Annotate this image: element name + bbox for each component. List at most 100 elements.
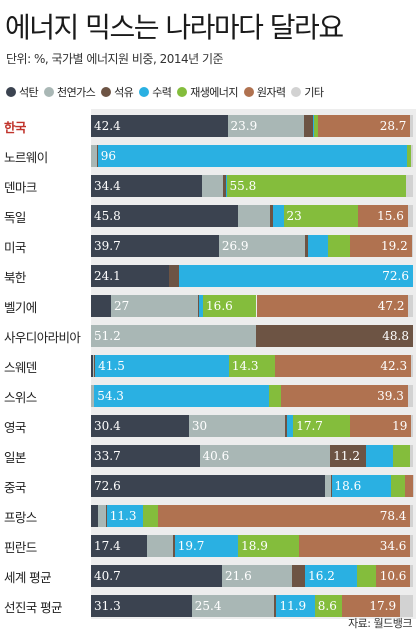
data-label: 23.9 bbox=[230, 119, 258, 133]
legend-item: 수력 bbox=[139, 84, 172, 100]
bar-segment bbox=[91, 115, 228, 137]
category-label: 핀란드 bbox=[4, 540, 37, 555]
bar-segment bbox=[91, 535, 148, 557]
bar-segment bbox=[174, 535, 239, 557]
bar-segment bbox=[281, 385, 408, 407]
bar-segment bbox=[91, 265, 169, 287]
stacked-bar: 33.7 40.6 11.2 bbox=[91, 445, 413, 467]
bar-segment bbox=[94, 385, 270, 407]
bar-segment bbox=[308, 235, 328, 257]
data-label: 34.6 bbox=[379, 539, 407, 553]
bar-segment bbox=[274, 355, 412, 377]
legend-label: 기타 bbox=[304, 86, 324, 99]
chart-row: 중국 72.6 18.6 bbox=[0, 469, 420, 499]
stacked-bar: 34.4 55.8 bbox=[91, 175, 413, 197]
legend-item: 천연가스 bbox=[44, 84, 96, 100]
bar-segment bbox=[110, 295, 198, 317]
bar-segment bbox=[222, 565, 292, 587]
data-label: 45.8 bbox=[94, 209, 121, 223]
bar-segment bbox=[106, 505, 144, 527]
category-label: 중국 bbox=[4, 480, 26, 495]
bar-segment bbox=[173, 535, 175, 557]
data-label: 34.4 bbox=[94, 179, 121, 193]
chart-row: 일본 33.7 40.6 11.2 bbox=[0, 439, 420, 469]
bar-segment bbox=[238, 205, 270, 227]
data-label: 54.3 bbox=[97, 389, 124, 403]
legend-swatch bbox=[177, 87, 188, 97]
data-label: 30 bbox=[191, 419, 208, 433]
chart-row: 독일 45.8 23 15.6 bbox=[0, 199, 420, 229]
bar-segment bbox=[357, 565, 377, 587]
legend-swatch bbox=[6, 87, 16, 97]
legend-label: 원자력 bbox=[256, 86, 286, 99]
bar-segment bbox=[405, 475, 413, 497]
bar-segment bbox=[188, 415, 286, 437]
bar-segment bbox=[201, 175, 224, 197]
data-label: 19 bbox=[392, 419, 408, 433]
legend-label: 석탄 bbox=[19, 86, 39, 99]
stacked-bar: 24.1 72.6 bbox=[91, 265, 413, 287]
bar-segment bbox=[91, 475, 325, 497]
data-label: 39.7 bbox=[94, 239, 121, 253]
bar-segment bbox=[350, 415, 412, 437]
chart-row: 한국 42.4 23.9 28.7 bbox=[0, 109, 420, 139]
legend-item: 기타 bbox=[291, 84, 324, 100]
stacked-bar: 31.3 25.4 11.9 8.6 17.9 bbox=[91, 595, 413, 617]
bar-segment bbox=[91, 205, 239, 227]
category-label: 프랑스 bbox=[4, 510, 37, 525]
bar-segment bbox=[91, 355, 93, 377]
data-label: 42.3 bbox=[380, 359, 408, 373]
bar-segment bbox=[314, 595, 343, 617]
stacked-bar: 51.2 48.8 bbox=[91, 325, 413, 347]
bar-segment bbox=[98, 505, 106, 527]
bar-segment bbox=[287, 415, 294, 437]
chart-row: 프랑스 11.3 78.4 bbox=[0, 499, 420, 529]
bar-segment bbox=[228, 355, 275, 377]
bar-segment bbox=[91, 175, 202, 197]
chart-title: 에너지 믹스는 나라마다 달라요 bbox=[5, 11, 344, 44]
data-label: 19.7 bbox=[177, 539, 205, 553]
category-label: 노르웨이 bbox=[4, 150, 48, 165]
data-label: 40.6 bbox=[202, 449, 230, 463]
bar-segment bbox=[376, 565, 411, 587]
data-label: 28.7 bbox=[379, 119, 407, 133]
chart-row: 세계 평균 40.7 21.6 16.2 10.6 bbox=[0, 559, 420, 589]
category-label: 벨기에 bbox=[4, 300, 37, 315]
data-label: 8.6 bbox=[317, 599, 337, 613]
data-label: 40.7 bbox=[94, 569, 121, 583]
category-label: 덴마크 bbox=[4, 180, 37, 195]
data-label: 51.2 bbox=[94, 329, 121, 343]
bar-segment bbox=[312, 115, 315, 137]
chart-row: 노르웨이 96 bbox=[0, 139, 420, 169]
bar-segment bbox=[283, 205, 358, 227]
bar-segment bbox=[314, 115, 318, 137]
bar-segment bbox=[299, 535, 411, 557]
stacked-bar: 54.3 39.3 bbox=[91, 385, 413, 407]
bar-segment bbox=[349, 235, 412, 257]
stacked-bar: 11.3 78.4 bbox=[91, 505, 413, 527]
data-label: 14.3 bbox=[231, 359, 259, 373]
bar-segment bbox=[91, 235, 219, 257]
chart-row: 벨기에 27 16.6 47.2 bbox=[0, 289, 420, 319]
bar-segment bbox=[223, 175, 227, 197]
data-label: 11.3 bbox=[109, 509, 137, 523]
stacked-bar: 96 bbox=[91, 145, 413, 167]
bar-segment bbox=[272, 205, 284, 227]
stacked-bar: 27 16.6 47.2 bbox=[91, 295, 413, 317]
bar-segment bbox=[342, 595, 401, 617]
bar-segment bbox=[318, 115, 411, 137]
bar-segment bbox=[179, 265, 413, 287]
bar-segment bbox=[408, 295, 413, 317]
data-label: 72.6 bbox=[94, 479, 121, 493]
bar-segment bbox=[91, 385, 94, 407]
bar-segment bbox=[407, 385, 413, 407]
category-label: 일본 bbox=[4, 450, 26, 465]
legend-label: 석유 bbox=[114, 86, 134, 99]
bar-segment bbox=[411, 145, 413, 167]
bar-segment bbox=[391, 475, 406, 497]
legend-swatch bbox=[291, 87, 302, 97]
bar-segment bbox=[197, 295, 199, 317]
data-label: 27 bbox=[113, 299, 130, 313]
bar-segment bbox=[269, 385, 282, 407]
bar-segment bbox=[410, 565, 413, 587]
